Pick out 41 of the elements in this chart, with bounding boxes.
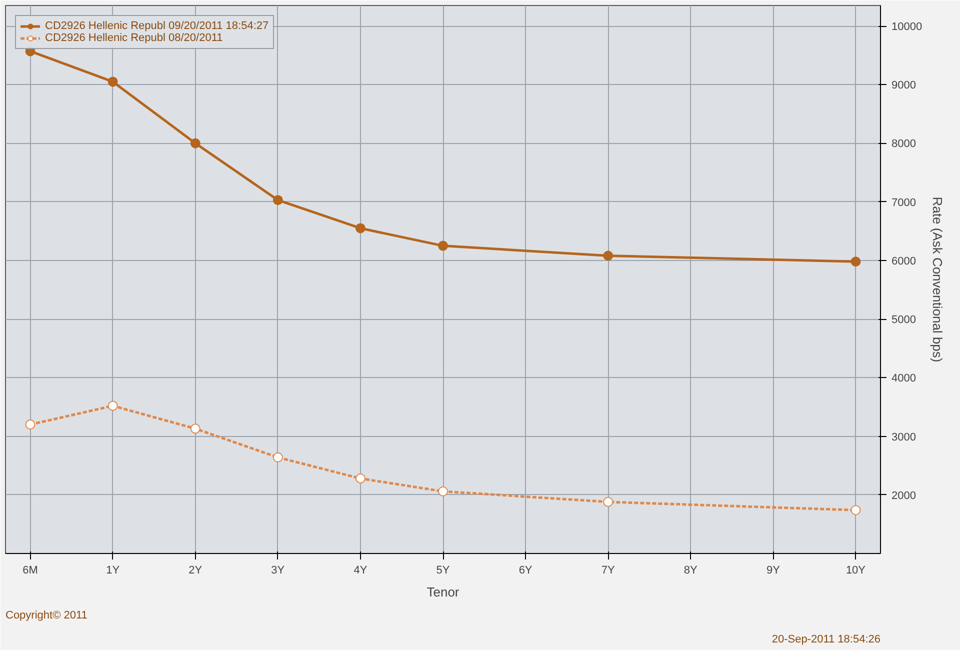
point xyxy=(272,452,283,462)
x-tick-label: 7Y xyxy=(601,564,616,576)
point xyxy=(108,400,118,411)
x-tick-label: 6Y xyxy=(518,564,533,576)
point xyxy=(603,250,614,261)
point xyxy=(603,496,614,507)
text: Copyright© 2011 xyxy=(6,610,88,622)
y-tick-label: 7000 xyxy=(892,196,916,209)
x-tick-label: 8Y xyxy=(684,564,698,576)
point xyxy=(272,195,283,206)
point xyxy=(190,138,200,148)
y-tick-label: 4000 xyxy=(892,372,916,385)
point xyxy=(108,76,118,87)
y-tick-label: 8000 xyxy=(892,138,916,150)
point xyxy=(190,424,200,434)
x-tick-label: 4Y xyxy=(354,564,368,576)
text: 20-Sep-2011 18:54:26 xyxy=(772,634,881,646)
legend-label: CD2926 Hellenic Republ 09/20/2011 18:54:27 xyxy=(45,20,269,32)
x-tick-label: 2Y xyxy=(188,564,203,576)
point xyxy=(355,223,366,234)
y-tick-label: 9000 xyxy=(892,80,916,92)
legend-label: CD2926 Hellenic Republ 08/20/2011 xyxy=(45,32,223,44)
x-tick-label: 5Y xyxy=(436,564,450,576)
x-tick-label: 1Y xyxy=(106,564,120,576)
y-tick-label: 2000 xyxy=(892,490,916,502)
y-tick-label: 5000 xyxy=(892,314,916,326)
y-tick-label: 3000 xyxy=(892,431,916,444)
point xyxy=(850,505,861,516)
point xyxy=(355,473,366,484)
x-tick-label: 9Y xyxy=(766,564,781,576)
x-axis-title: Tenor xyxy=(426,584,460,600)
x-tick-label: 3Y xyxy=(271,564,286,576)
y-tick-label: 6000 xyxy=(892,255,916,268)
point xyxy=(850,256,861,267)
x-tick-label: 10Y xyxy=(846,564,866,576)
point xyxy=(25,420,36,430)
y-axis-title: Rate (Ask Conventional bps) xyxy=(930,196,946,362)
point xyxy=(438,486,448,496)
point xyxy=(438,240,448,251)
x-tick-label: 6M xyxy=(22,564,38,576)
y-tick-label: 10000 xyxy=(892,21,922,34)
